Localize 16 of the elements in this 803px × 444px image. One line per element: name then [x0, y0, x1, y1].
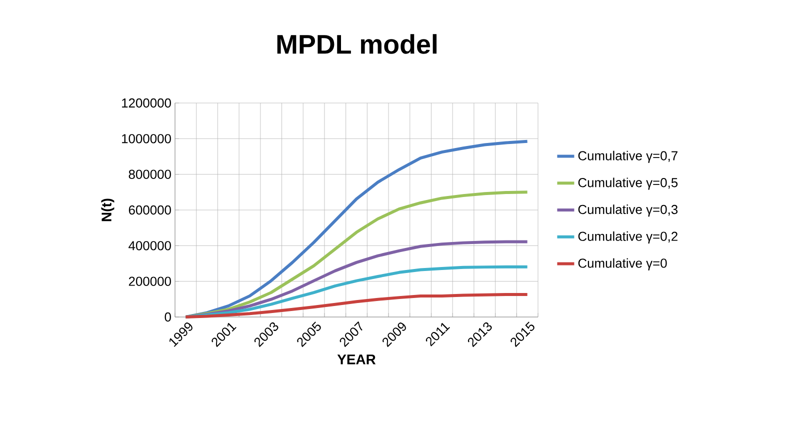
legend-label: Cumulative γ=0,7 [578, 150, 678, 163]
y-tick-label: 800000 [128, 170, 171, 179]
legend-label: Cumulative γ=0 [578, 258, 667, 270]
legend-label: Cumulative γ=0,5 [578, 178, 678, 190]
y-axis-title: N(t) [101, 198, 114, 222]
legend-label: Cumulative γ=0,2 [578, 231, 678, 244]
legend-label: Cumulative γ=0,3 [578, 204, 678, 217]
chart-title: MPDL model [277, 34, 437, 54]
y-tick-label: 1200000 [122, 98, 171, 108]
y-tick-label: 200000 [128, 276, 171, 286]
line-series [184, 293, 529, 318]
y-tick-label: 1000000 [122, 134, 171, 144]
x-axis-title: YEAR [337, 354, 376, 364]
y-tick-label: 0 [164, 312, 171, 322]
y-tick-label: 400000 [128, 241, 171, 250]
y-tick-label: 600000 [128, 205, 171, 215]
